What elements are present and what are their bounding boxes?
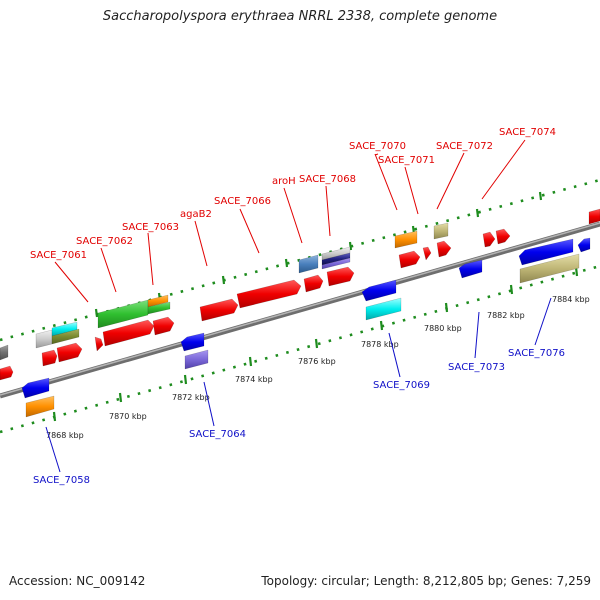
kbp-label: 7872 kbp — [172, 393, 210, 402]
gene-block[interactable] — [394, 230, 418, 249]
gene-block[interactable] — [236, 279, 302, 309]
gene-label[interactable]: SACE_7063 — [122, 222, 179, 233]
gene-block[interactable] — [361, 279, 397, 302]
gene-block[interactable] — [25, 395, 55, 418]
gene-block[interactable] — [0, 344, 9, 361]
gene-label[interactable]: SACE_7058 — [33, 475, 90, 486]
gene-label[interactable]: SACE_7070 — [349, 141, 406, 152]
gene-block[interactable] — [326, 266, 355, 287]
gene-label[interactable]: SACE_7073 — [448, 362, 505, 373]
gene-block[interactable] — [482, 231, 496, 248]
kbp-label: 7876 kbp — [298, 357, 336, 366]
gene-block[interactable] — [21, 377, 50, 399]
gene-block[interactable] — [94, 336, 104, 352]
top-leader-lines — [54, 139, 526, 303]
gene-block[interactable] — [180, 332, 205, 352]
kbp-label: 7868 kbp — [46, 431, 84, 440]
gene-block[interactable] — [495, 228, 511, 245]
gene-block[interactable] — [433, 222, 449, 240]
gene-label[interactable]: SACE_7066 — [214, 196, 271, 207]
bottom-leader-lines — [45, 297, 552, 473]
gene-block[interactable] — [365, 297, 402, 321]
gene-block[interactable] — [303, 274, 324, 293]
gene-block[interactable] — [0, 365, 14, 381]
gene-label[interactable]: aroH — [272, 176, 296, 187]
bottom-gene-labels: SACE_7058 SACE_7064 SACE_7069 SACE_7073 … — [33, 348, 565, 486]
gene-block[interactable] — [102, 319, 155, 347]
gene-block[interactable] — [97, 299, 149, 329]
map-title: Saccharopolyspora erythraea NRRL 2338, c… — [102, 9, 498, 24]
gene-block[interactable] — [398, 250, 421, 269]
accession-text: Accession: NC_009142 — [9, 574, 146, 588]
gene-block[interactable] — [422, 246, 432, 261]
kbp-label: 7880 kbp — [424, 324, 462, 333]
gene-label[interactable]: SACE_7072 — [436, 141, 493, 152]
gene-block[interactable] — [152, 316, 175, 336]
gene-block[interactable] — [41, 349, 58, 367]
gene-block[interactable] — [588, 208, 600, 225]
gene-label[interactable]: SACE_7068 — [299, 174, 356, 185]
top-gene-labels: SACE_7061 SACE_7062 SACE_7063 agaB2 SACE… — [30, 127, 556, 261]
gene-label[interactable]: agaB2 — [180, 209, 212, 220]
forward-genes — [0, 208, 600, 367]
gene-block[interactable] — [51, 328, 80, 345]
genome-backbone — [0, 221, 600, 399]
kbp-label: 7870 kbp — [109, 412, 147, 421]
gene-block[interactable] — [147, 301, 171, 315]
genome-summary-text: Topology: circular; Length: 8,212,805 bp… — [261, 574, 591, 588]
kbp-labels: 7868 kbp 7870 kbp 7872 kbp 7874 kbp 7876… — [46, 295, 590, 440]
gene-block[interactable] — [184, 349, 209, 370]
gene-label[interactable]: SACE_7071 — [378, 155, 435, 166]
gene-block[interactable] — [147, 294, 169, 308]
kbp-label: 7882 kbp — [487, 311, 525, 320]
gene-label[interactable]: SACE_7061 — [30, 250, 87, 261]
gene-block[interactable] — [56, 342, 83, 363]
lower-scale-row — [0, 264, 600, 434]
lower-major-ticks — [52, 266, 579, 422]
gene-block[interactable] — [458, 259, 483, 279]
gene-label[interactable]: SACE_7062 — [76, 236, 133, 247]
gene-block[interactable] — [577, 237, 591, 253]
gene-label[interactable]: SACE_7069 — [373, 380, 430, 391]
reverse-genes — [0, 237, 591, 418]
genome-backbone-highlight — [0, 222, 600, 396]
gene-block[interactable] — [298, 254, 319, 274]
gene-block[interactable] — [321, 257, 351, 270]
gene-label[interactable]: SACE_7076 — [508, 348, 565, 359]
gene-label[interactable]: SACE_7074 — [499, 127, 556, 138]
kbp-label: 7874 kbp — [235, 375, 273, 384]
gene-label[interactable]: SACE_7064 — [189, 429, 246, 440]
kbp-label: 7884 kbp — [552, 295, 590, 304]
gene-block[interactable] — [519, 253, 580, 284]
gene-block[interactable] — [436, 240, 452, 258]
gene-block[interactable] — [35, 329, 53, 349]
gene-block[interactable] — [199, 298, 239, 322]
kbp-label: 7878 kbp — [361, 340, 399, 349]
gene-block[interactable] — [518, 238, 574, 266]
